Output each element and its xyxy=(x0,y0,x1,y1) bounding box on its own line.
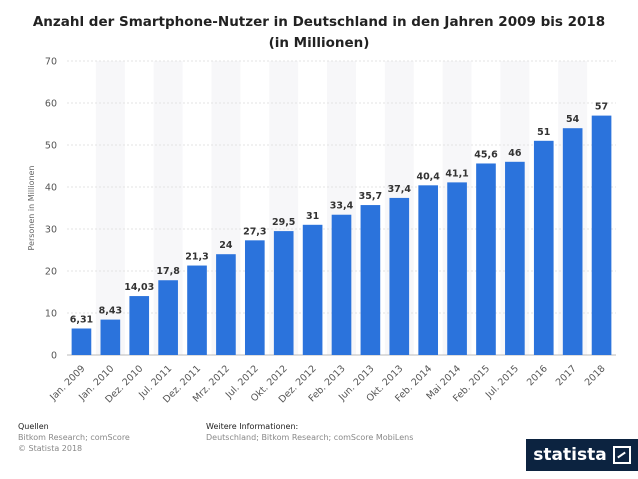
y-axis-label: Personen in Millionen xyxy=(27,165,36,250)
chart-title-line1: Anzahl der Smartphone-Nutzer in Deutschl… xyxy=(32,14,606,30)
bar-value-label: 27,3 xyxy=(243,226,266,237)
bar-value-label: 21,3 xyxy=(185,252,208,263)
chart-title-line2: (in Millionen) xyxy=(268,35,370,51)
bar-value-label: 41,1 xyxy=(445,168,468,179)
y-tick-label: 10 xyxy=(45,309,57,320)
x-tick-label: 2018 xyxy=(583,363,608,388)
bar-value-label: 35,7 xyxy=(359,191,382,202)
bar xyxy=(360,205,381,355)
y-tick-label: 30 xyxy=(45,225,57,236)
x-tick-label: 2016 xyxy=(525,363,550,388)
bar-value-label: 45,6 xyxy=(474,149,498,160)
logo-text: statista xyxy=(533,445,607,465)
bar-value-label: 33,4 xyxy=(330,201,354,212)
bar-value-label: 51 xyxy=(537,127,550,138)
bar xyxy=(216,254,236,355)
statista-logo[interactable]: statista xyxy=(526,439,638,471)
x-tick-label: 2017 xyxy=(554,363,579,388)
info-block: Weitere Informationen: Deutschland; Bitk… xyxy=(206,421,413,443)
bar-value-label: 54 xyxy=(566,114,580,125)
bar-value-label: 29,5 xyxy=(272,217,295,228)
info-heading[interactable]: Weitere Informationen: xyxy=(206,422,299,431)
bar xyxy=(71,328,92,355)
bar-value-label: 40,4 xyxy=(416,171,440,182)
bar xyxy=(331,214,352,355)
bar xyxy=(418,185,439,355)
bar xyxy=(273,231,294,355)
sources-heading: Quellen xyxy=(18,422,49,431)
bar xyxy=(187,265,207,355)
y-tick-label: 50 xyxy=(45,141,57,152)
y-tick-label: 0 xyxy=(51,351,57,362)
bar xyxy=(100,319,121,355)
info-line: Deutschland; Bitkom Research; comScore M… xyxy=(206,433,414,442)
bar-value-label: 46 xyxy=(508,148,522,159)
bar-value-label: 14,03 xyxy=(124,282,154,293)
bar xyxy=(591,115,612,355)
chart-title: Anzahl der Smartphone-Nutzer in Deutschl… xyxy=(0,12,638,54)
sources-block: Quellen Bitkom Research; comScore © Stat… xyxy=(18,421,130,454)
logo-mark-icon xyxy=(612,446,631,464)
plot-band xyxy=(95,61,125,355)
bar xyxy=(302,224,323,355)
bar-value-label: 31 xyxy=(306,211,319,222)
bar-value-label: 17,8 xyxy=(156,266,180,277)
bar-value-label: 6,31 xyxy=(70,314,93,325)
bar-value-label: 24 xyxy=(219,240,233,251)
bar xyxy=(158,280,178,355)
bar-value-label: 8,43 xyxy=(99,306,122,317)
bar-value-label: 57 xyxy=(595,102,608,113)
y-tick-label: 60 xyxy=(45,99,57,110)
bar xyxy=(389,197,410,355)
bar xyxy=(562,128,583,355)
bar-value-label: 37,4 xyxy=(388,184,412,195)
bar xyxy=(244,240,265,355)
y-tick-label: 70 xyxy=(45,57,57,68)
bar xyxy=(476,163,496,355)
bar xyxy=(129,296,150,355)
bar xyxy=(505,161,525,355)
bar xyxy=(447,182,467,355)
bar xyxy=(533,140,554,355)
bar-chart: 0 10 20 30 40 50 60 70 Personen in Millionen 6,31… xyxy=(27,57,616,405)
y-tick-label: 20 xyxy=(45,267,57,278)
y-tick-label: 40 xyxy=(45,183,57,194)
sources-line: Bitkom Research; comScore xyxy=(18,433,130,442)
copyright-line: © Statista 2018 xyxy=(18,444,83,453)
